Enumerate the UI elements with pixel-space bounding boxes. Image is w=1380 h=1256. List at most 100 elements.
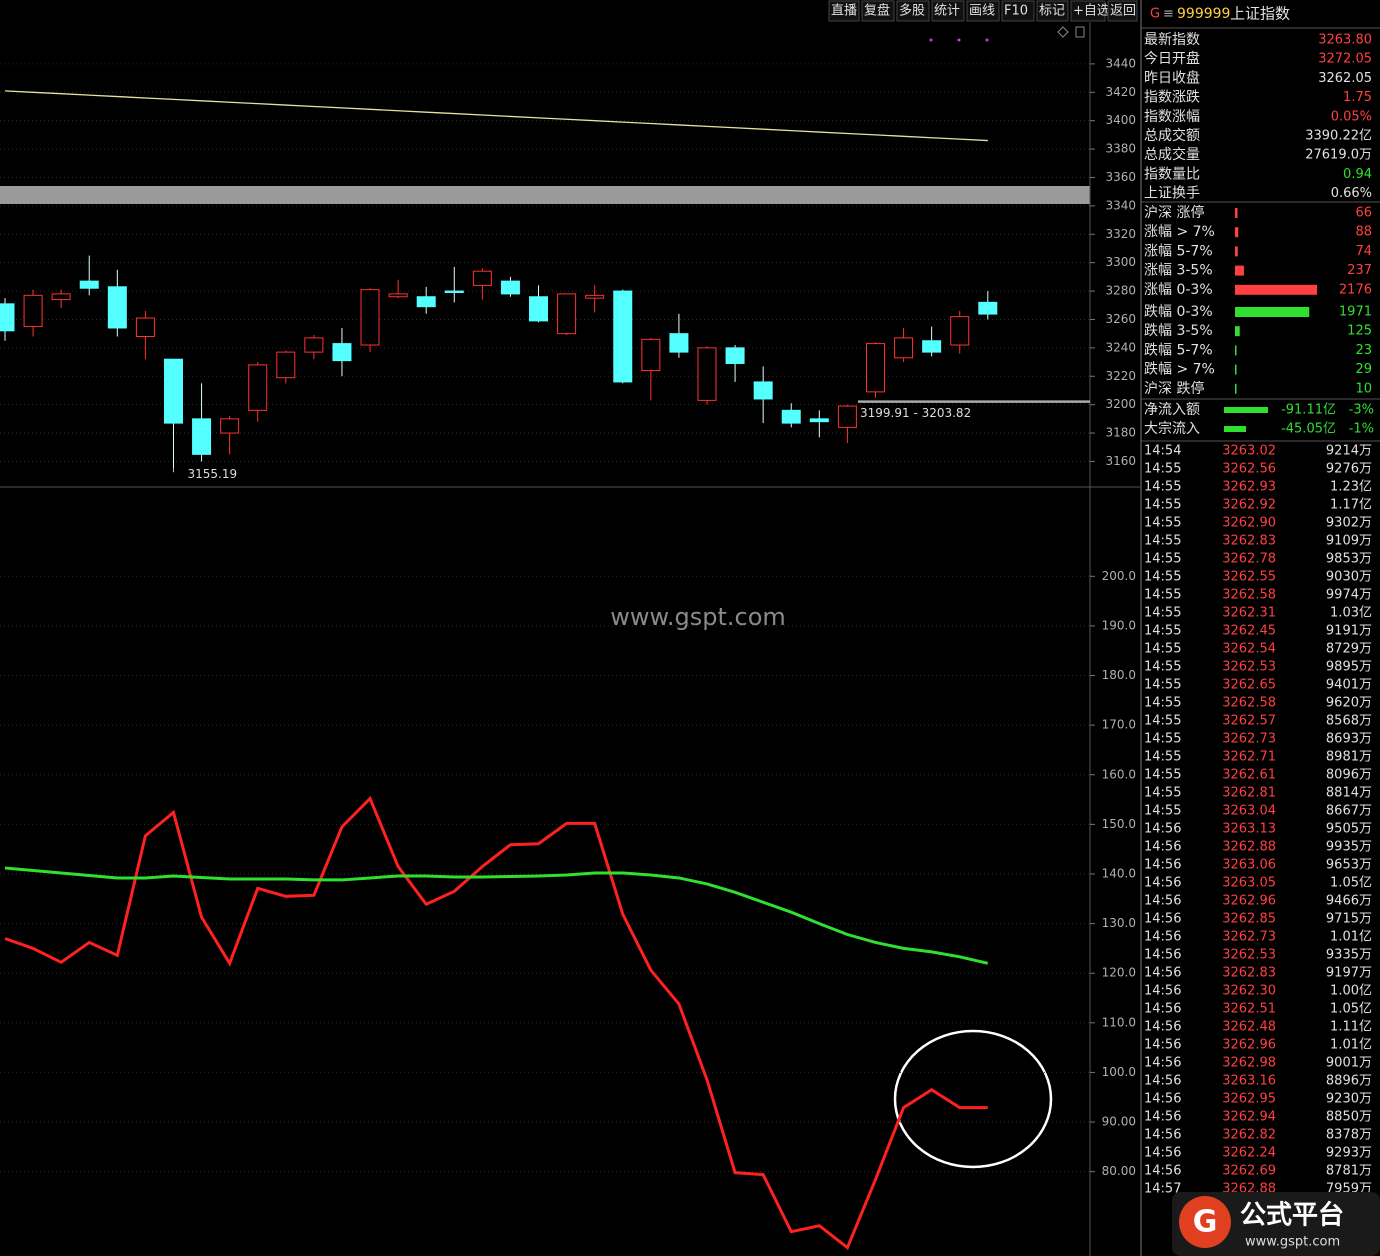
y-tick-label: 3400 (1105, 113, 1136, 127)
toolbar-button[interactable]: +自选 (1073, 4, 1110, 19)
tick-volume: 1.17亿 (1330, 498, 1372, 513)
tick-volume: 8568万 (1326, 714, 1372, 729)
tick-volume: 1.11亿 (1330, 1020, 1372, 1035)
tick-time: 14:55 (1144, 498, 1181, 513)
tick-volume: 1.01亿 (1330, 930, 1372, 945)
tick-volume: 9895万 (1326, 660, 1372, 675)
tick-time: 14:56 (1144, 1074, 1181, 1089)
stat-label: 沪深 跌停 (1144, 380, 1204, 397)
candle-body (192, 418, 212, 455)
tick-volume: 8693万 (1326, 732, 1372, 747)
tick-time: 14:56 (1144, 1128, 1181, 1143)
header-menu[interactable]: ≡ (1163, 7, 1174, 22)
toolbar-button-bg[interactable] (1107, 0, 1138, 22)
toolbar-button-bg[interactable] (1036, 0, 1069, 22)
quote-value: 1.75 (1343, 90, 1372, 105)
tick-volume: 9001万 (1326, 1056, 1372, 1071)
flow-pct: -3% (1349, 403, 1374, 418)
candle-body (51, 293, 71, 301)
tick-price: 3262.31 (1222, 606, 1276, 621)
tick-price: 3262.24 (1222, 1146, 1276, 1161)
toolbar-button-bg[interactable] (931, 0, 965, 22)
svg-text:G: G (1193, 1205, 1218, 1240)
toolbar-button-bg[interactable] (828, 0, 860, 22)
candle-body (163, 358, 183, 424)
candle-body (107, 286, 127, 329)
candle-body (950, 316, 970, 346)
tick-volume: 1.03亿 (1330, 606, 1372, 621)
tick-time: 14:56 (1144, 894, 1181, 909)
y-tick-label: 3360 (1105, 170, 1136, 184)
tick-price: 3262.83 (1222, 966, 1276, 981)
quote-label: 今日开盘 (1144, 50, 1200, 67)
y-tick-label: 140.0 (1102, 866, 1136, 880)
toolbar-button-bg[interactable] (966, 0, 1000, 22)
stat-label: 涨幅 0-3% (1144, 282, 1213, 298)
tick-time: 14:56 (1144, 1146, 1181, 1161)
tick-volume: 9335万 (1326, 948, 1372, 963)
tick-time: 14:56 (1144, 1002, 1181, 1017)
candle-body (669, 333, 689, 353)
tick-price: 3262.53 (1222, 660, 1276, 675)
candle-body (332, 343, 352, 362)
candle-body (79, 280, 99, 289)
toolbar-button-bg[interactable] (1070, 0, 1106, 22)
tick-price: 3262.78 (1222, 552, 1276, 567)
candle-body (529, 296, 549, 322)
tick-price: 3262.98 (1222, 1056, 1276, 1071)
quote-label: 总成交量 (1144, 146, 1200, 163)
candle-body (613, 290, 633, 383)
toolbar-button-bg[interactable] (861, 0, 895, 22)
toolbar-button[interactable]: 直播 (831, 4, 857, 19)
tick-time: 14:54 (1144, 444, 1181, 459)
y-tick-label: 160.0 (1102, 767, 1136, 781)
tick-volume: 9030万 (1326, 570, 1372, 585)
toolbar-button[interactable]: F10 (1004, 4, 1028, 19)
y-tick-label: 150.0 (1102, 817, 1136, 831)
stat-value: 29 (1355, 362, 1372, 377)
y-tick-label: 3260 (1105, 312, 1136, 326)
toolbar-button[interactable]: 多股 (899, 3, 925, 19)
stat-value: 10 (1355, 381, 1372, 396)
tick-volume: 1.00亿 (1330, 984, 1372, 999)
tick-price: 3262.81 (1222, 786, 1276, 801)
y-tick-label: 3240 (1105, 340, 1136, 354)
quote-label: 指数涨幅 (1144, 109, 1200, 125)
tick-volume: 8850万 (1326, 1110, 1372, 1125)
quote-label: 昨日收盘 (1144, 69, 1200, 86)
toolbar-button-bg[interactable] (896, 0, 930, 22)
tick-volume: 9191万 (1326, 624, 1372, 639)
indicator-line (4, 866, 989, 965)
tick-time: 14:56 (1144, 1038, 1181, 1053)
quote-value: 0.05% (1331, 109, 1372, 124)
toolbar-button[interactable]: 标记 (1039, 4, 1065, 19)
toolbar-button[interactable]: 统计 (934, 4, 960, 19)
toolbar-button[interactable]: 画线 (969, 4, 995, 19)
candle-body (416, 296, 436, 308)
tick-volume: 9620万 (1326, 696, 1372, 711)
tick-volume: 9853万 (1326, 552, 1372, 567)
y-tick-label: 3280 (1105, 284, 1136, 298)
toolbar-button[interactable]: 返回 (1110, 4, 1136, 19)
icons[interactable] (1057, 26, 1085, 38)
stat-label: 跌幅 > 7% (1144, 362, 1215, 378)
tick-price: 3262.51 (1222, 1002, 1276, 1017)
tick-time: 14:55 (1144, 516, 1181, 531)
stat-bar (1235, 208, 1238, 218)
tick-time: 14:55 (1144, 552, 1181, 567)
toolbar-button[interactable]: 复盘 (864, 3, 890, 19)
tick-volume: 8896万 (1326, 1074, 1372, 1089)
candle-body (23, 294, 43, 328)
y-tick-label: 3200 (1105, 397, 1136, 411)
toolbar-button-bg[interactable] (1001, 0, 1035, 22)
tick-volume: 9653万 (1326, 858, 1372, 873)
stat-bar (1235, 383, 1237, 394)
tick-time: 14:55 (1144, 696, 1181, 711)
tick-price: 3262.85 (1222, 912, 1276, 927)
tick-volume: 9302万 (1326, 516, 1372, 531)
logo: G (1172, 1192, 1380, 1256)
y-tick-label: 3180 (1105, 426, 1136, 440)
candle-body (697, 347, 717, 401)
